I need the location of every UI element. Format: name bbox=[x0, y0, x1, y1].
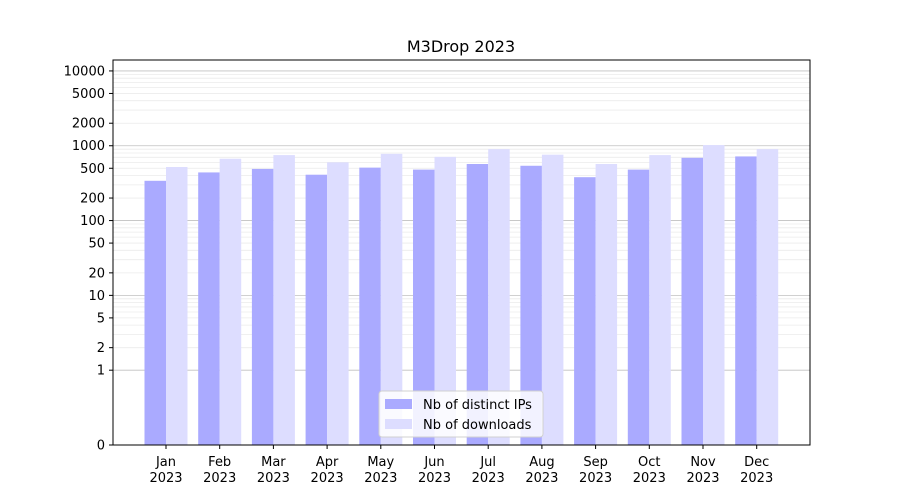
y-tick-label: 5 bbox=[97, 311, 105, 326]
bar-downloads bbox=[649, 155, 671, 445]
y-tick-label: 50 bbox=[88, 237, 105, 252]
chart-title: M3Drop 2023 bbox=[407, 37, 515, 56]
legend-swatch bbox=[385, 399, 412, 409]
x-tick-label: Oct 2023 bbox=[633, 455, 666, 486]
y-axis: 0 1 2 5 10 20 50 100 200 500 1000 2000 5000 10000 bbox=[64, 64, 113, 454]
x-tick-label: Nov 2023 bbox=[686, 455, 719, 486]
x-tick-label: Jul 2023 bbox=[472, 455, 505, 486]
y-tick-label: 1000 bbox=[72, 139, 105, 154]
y-tick-label: 10 bbox=[88, 289, 105, 304]
x-axis: Jan 2023 Feb 2023 Mar 2023 Apr 2023 May 2023 Jun 20… bbox=[149, 445, 773, 486]
x-tick-label: Feb 2023 bbox=[203, 455, 236, 486]
bar-downloads bbox=[380, 153, 403, 445]
bar-downloads bbox=[488, 149, 510, 445]
bar-downloads bbox=[703, 145, 725, 445]
bar-downloads bbox=[541, 154, 564, 445]
bar-downloads bbox=[327, 162, 349, 445]
y-tick-label: 5000 bbox=[72, 87, 105, 102]
bar-downloads bbox=[166, 166, 188, 445]
bar-distinct-ips bbox=[681, 157, 703, 445]
bar-downloads bbox=[434, 156, 456, 445]
plot-frame bbox=[112, 59, 811, 446]
y-tick-label: 1 bbox=[97, 364, 105, 379]
legend-label: Nb of distinct IPs bbox=[423, 398, 532, 413]
x-tick-label: Jun 2023 bbox=[418, 455, 451, 486]
bar-distinct-ips bbox=[735, 156, 757, 445]
bar-downloads bbox=[273, 155, 295, 445]
x-tick-label: Aug 2023 bbox=[525, 455, 558, 486]
y-tick-label: 2 bbox=[97, 341, 105, 356]
bar-downloads bbox=[595, 164, 618, 445]
bars bbox=[144, 145, 779, 445]
legend: Nb of distinct IPs Nb of downloads bbox=[378, 390, 544, 438]
legend-label: Nb of downloads bbox=[423, 418, 532, 433]
y-tick-label: 2000 bbox=[72, 117, 105, 132]
bar-downloads bbox=[756, 149, 779, 445]
bar-distinct-ips bbox=[198, 172, 220, 445]
bar-distinct-ips bbox=[305, 174, 328, 445]
legend-box bbox=[378, 390, 544, 438]
y-tick-label: 200 bbox=[80, 192, 105, 207]
bar-distinct-ips bbox=[574, 177, 596, 445]
y-tick-label: 20 bbox=[88, 266, 105, 281]
x-tick-label: May 2023 bbox=[364, 455, 397, 486]
y-tick-label: 0 bbox=[97, 439, 105, 454]
bar-distinct-ips bbox=[520, 165, 542, 445]
x-tick-label: Jan 2023 bbox=[149, 455, 182, 486]
bar-distinct-ips bbox=[466, 164, 489, 445]
bar-distinct-ips bbox=[413, 169, 435, 445]
x-tick-label: Dec 2023 bbox=[740, 455, 773, 486]
x-tick-label: Mar 2023 bbox=[257, 455, 290, 486]
x-tick-label: Apr 2023 bbox=[311, 455, 344, 486]
bar-distinct-ips bbox=[144, 180, 166, 445]
y-tick-label: 10000 bbox=[64, 64, 105, 79]
legend-swatch bbox=[385, 419, 412, 429]
bar-distinct-ips bbox=[359, 167, 381, 445]
x-tick-label: Sep 2023 bbox=[579, 455, 612, 486]
bar-distinct-ips bbox=[251, 168, 274, 445]
bar-distinct-ips bbox=[627, 169, 650, 445]
y-tick-label: 500 bbox=[80, 162, 105, 177]
bar-downloads bbox=[219, 158, 242, 445]
y-tick-label: 100 bbox=[80, 214, 105, 229]
